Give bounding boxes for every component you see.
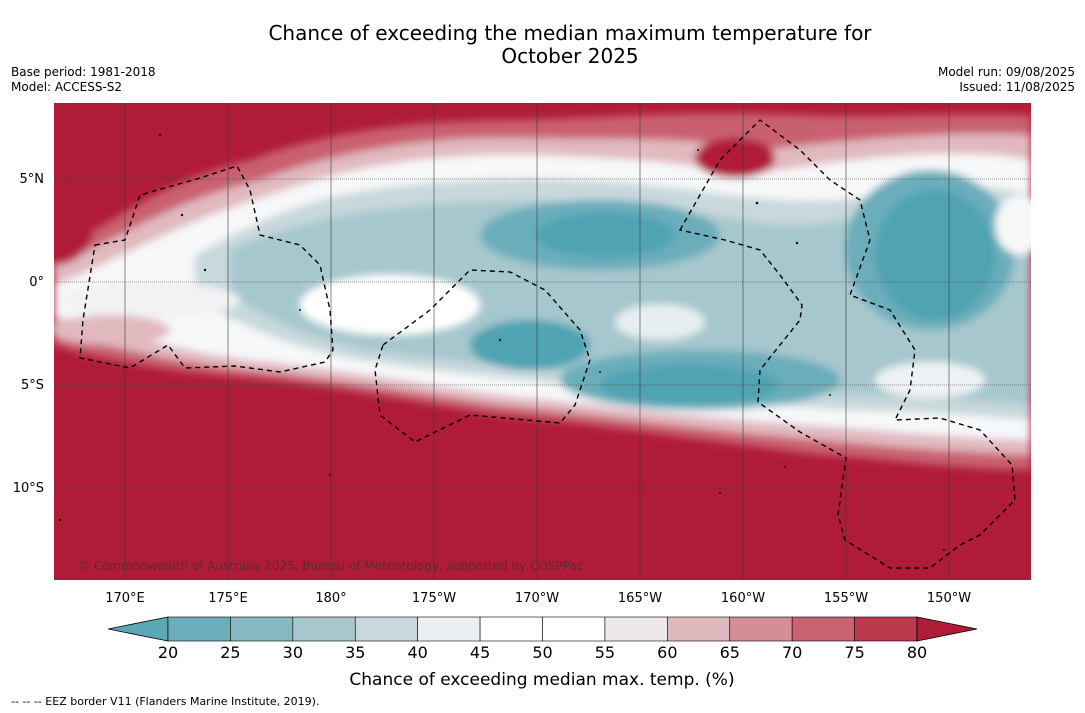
colorbar-segment <box>230 616 294 642</box>
colorbar-segment <box>791 616 855 642</box>
field-white-edge <box>995 195 1031 255</box>
gridlines <box>54 103 1031 580</box>
colorbar-segment <box>667 616 731 642</box>
colorbar-tick-label: 60 <box>657 643 677 662</box>
map-plot: © Commonwealth of Australia 2025, Bureau… <box>54 103 1031 580</box>
lon-label-175e: 175°E <box>208 591 248 606</box>
lat-label-5n: 5°N <box>20 172 45 187</box>
colorbar-segment <box>354 616 418 642</box>
meta-left: Base period: 1981-2018 Model: ACCESS-S2 <box>11 65 156 95</box>
colorbar-tick-label: 65 <box>720 643 740 662</box>
field-core-east-deep <box>875 190 995 320</box>
lon-label-150w: 150°W <box>927 591 971 606</box>
field-white-east <box>875 362 985 398</box>
lon-label-180: 180° <box>315 591 346 606</box>
colorbar-tick-label: 50 <box>532 643 552 662</box>
lat-label-10s: 10°S <box>13 481 44 496</box>
colorbar-tick-label: 35 <box>345 643 365 662</box>
lat-label-5s: 5°S <box>21 378 44 393</box>
colorbar-tick-label: 20 <box>158 643 178 662</box>
model-name: Model: ACCESS-S2 <box>11 80 123 94</box>
field-white-far-west <box>60 282 240 318</box>
colorbar-segment <box>167 616 231 642</box>
colorbar-segment <box>479 616 543 642</box>
colorbar-arrow-high <box>916 616 978 642</box>
map-title: Chance of exceeding the median maximum t… <box>0 22 1085 68</box>
field-red-west <box>54 185 94 265</box>
colorbar-tick-label: 75 <box>844 643 864 662</box>
field-pink-west <box>54 315 170 345</box>
lat-label-0: 0° <box>29 275 44 290</box>
field-core-mid <box>470 320 590 370</box>
lon-label-170w: 170°W <box>515 591 559 606</box>
field-white-centre <box>615 304 705 340</box>
colorbar-tick-label: 70 <box>782 643 802 662</box>
colorbar-tick-label: 80 <box>907 643 927 662</box>
colorbar-segment <box>542 616 606 642</box>
colorbar-segment <box>292 616 356 642</box>
title-line-2: October 2025 <box>501 44 639 68</box>
island-specks <box>58 133 945 551</box>
eez-tuvalu <box>79 165 334 373</box>
lon-label-170e: 170°E <box>105 591 145 606</box>
lon-label-155w: 155°W <box>824 591 868 606</box>
colorbar-arrow-low <box>107 616 169 642</box>
colorbar-title: Chance of exceeding median max. temp. (%… <box>349 670 734 690</box>
field-red-north <box>695 138 775 178</box>
title-line-1: Chance of exceeding the median maximum t… <box>268 21 872 45</box>
footer-note: -- -- -- EEZ border V11 (Flanders Marine… <box>11 695 320 708</box>
colorbar-tick-label: 30 <box>283 643 303 662</box>
colorbar-tick-label: 40 <box>407 643 427 662</box>
eez-kiribati-cook <box>678 119 1016 569</box>
colorbar-tick-label: 25 <box>220 643 240 662</box>
colorbar-segment <box>854 616 918 642</box>
field-mid-blue <box>230 200 1031 405</box>
colorbar-segment <box>729 616 793 642</box>
anomaly-field <box>54 113 1031 471</box>
issued-date: Issued: 11/08/2025 <box>959 80 1075 94</box>
eez-borders <box>79 119 1016 569</box>
lon-label-160w: 160°W <box>721 591 765 606</box>
colorbar-segment <box>417 616 481 642</box>
copyright-text: © Commonwealth of Australia 2025, Bureau… <box>78 559 583 573</box>
model-run: Model run: 09/08/2025 <box>937 65 1075 79</box>
colorbar-tick-label: 55 <box>595 643 615 662</box>
colorbar: 20 25 30 35 40 45 50 55 60 65 70 75 80 <box>107 616 978 662</box>
field-white-west <box>300 275 480 335</box>
lon-axis: 170°E 175°E 180° 175°W 170°W 165°W 160°W… <box>105 591 971 606</box>
lon-label-165w: 165°W <box>618 591 662 606</box>
colorbar-segment <box>604 616 668 642</box>
meta-right: Model run: 09/08/2025 Issued: 11/08/2025 <box>938 65 1075 95</box>
eez-tokelau <box>374 269 591 443</box>
field-core-west-deep <box>535 213 675 257</box>
base-period: Base period: 1981-2018 <box>11 65 156 79</box>
colorbar-tick-label: 45 <box>470 643 490 662</box>
lat-axis: 5°N 0° 5°S 10°S <box>13 172 44 496</box>
lon-label-175w: 175°W <box>412 591 456 606</box>
